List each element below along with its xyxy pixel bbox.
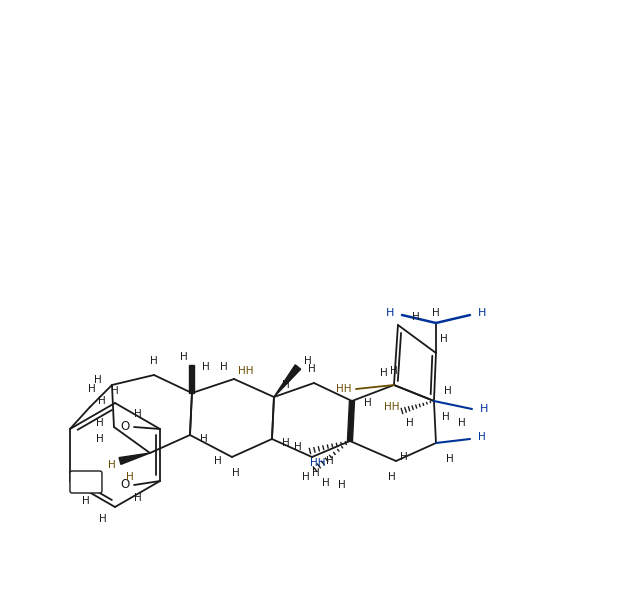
Text: H: H bbox=[126, 472, 134, 482]
FancyBboxPatch shape bbox=[70, 471, 102, 493]
Text: H: H bbox=[202, 362, 210, 372]
Polygon shape bbox=[274, 365, 300, 397]
Text: HH: HH bbox=[310, 458, 326, 468]
Text: H: H bbox=[98, 396, 106, 406]
Text: H: H bbox=[442, 412, 450, 422]
Text: Abs: Abs bbox=[77, 478, 95, 488]
Text: H: H bbox=[446, 454, 454, 464]
Polygon shape bbox=[119, 453, 150, 465]
Text: H: H bbox=[150, 356, 158, 366]
Text: H: H bbox=[111, 386, 119, 396]
Text: H: H bbox=[480, 404, 488, 414]
Polygon shape bbox=[347, 401, 354, 441]
Text: H: H bbox=[294, 442, 302, 452]
Text: H: H bbox=[96, 418, 104, 428]
Text: H: H bbox=[304, 356, 312, 366]
Text: H: H bbox=[338, 480, 346, 490]
Text: H: H bbox=[400, 452, 408, 462]
Text: H: H bbox=[364, 398, 372, 408]
Text: H: H bbox=[99, 514, 107, 524]
Text: H: H bbox=[388, 472, 396, 482]
Text: H: H bbox=[444, 386, 452, 396]
Text: H: H bbox=[478, 308, 486, 318]
Text: H: H bbox=[440, 334, 448, 344]
Polygon shape bbox=[190, 365, 195, 393]
Text: H: H bbox=[322, 478, 330, 488]
Text: H: H bbox=[386, 308, 394, 318]
Text: H: H bbox=[220, 362, 228, 372]
Text: H: H bbox=[96, 434, 104, 444]
Text: H: H bbox=[134, 409, 142, 419]
Text: H: H bbox=[282, 438, 290, 448]
Text: H: H bbox=[134, 493, 142, 503]
Text: HH: HH bbox=[336, 384, 352, 394]
Text: H: H bbox=[302, 472, 310, 482]
Text: H: H bbox=[82, 496, 90, 506]
Text: H: H bbox=[88, 384, 96, 394]
Text: H: H bbox=[94, 375, 102, 385]
Text: HH: HH bbox=[239, 366, 254, 376]
Text: H: H bbox=[458, 418, 466, 428]
Text: H: H bbox=[232, 468, 240, 478]
Text: HH: HH bbox=[384, 402, 400, 412]
Text: H: H bbox=[108, 460, 116, 470]
Text: H: H bbox=[308, 364, 316, 374]
Text: H: H bbox=[312, 468, 320, 478]
Text: H: H bbox=[214, 456, 222, 466]
Text: H: H bbox=[282, 380, 290, 390]
Text: H: H bbox=[412, 312, 420, 322]
Text: H: H bbox=[180, 352, 188, 362]
Text: H: H bbox=[406, 418, 414, 428]
Text: O: O bbox=[120, 421, 130, 434]
Text: H: H bbox=[326, 456, 334, 466]
Text: H: H bbox=[200, 434, 208, 444]
Text: H: H bbox=[380, 368, 388, 378]
Text: H: H bbox=[390, 366, 398, 376]
Text: H: H bbox=[478, 432, 486, 442]
Text: O: O bbox=[120, 479, 130, 492]
Text: H: H bbox=[432, 308, 440, 318]
